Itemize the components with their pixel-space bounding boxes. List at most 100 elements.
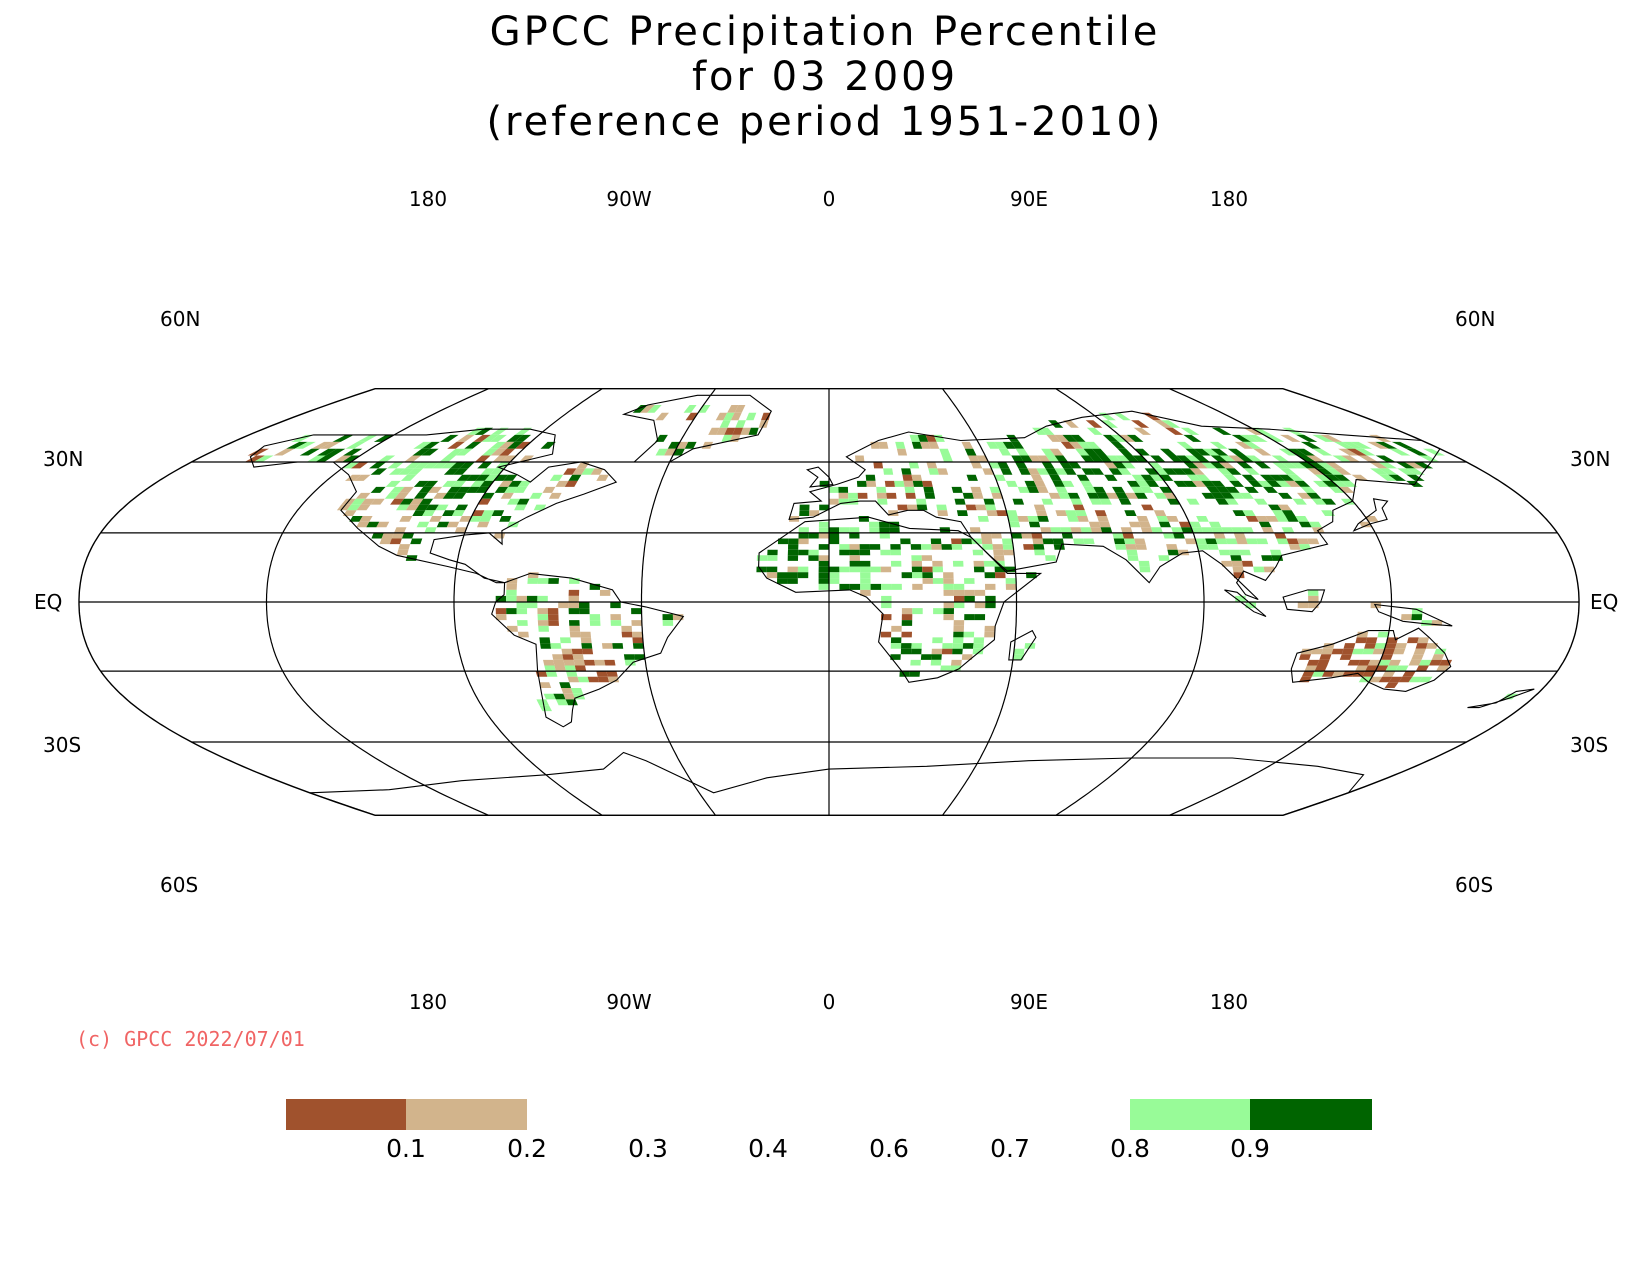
data-cell-wet xyxy=(1279,468,1297,475)
data-cell-very-wet xyxy=(1059,462,1073,469)
data-cell-wet xyxy=(1186,474,1202,481)
data-cell-dry xyxy=(1005,583,1017,590)
data-cell-dry xyxy=(1321,648,1334,655)
lon-label-top-0: 0 xyxy=(823,187,836,211)
data-cell-very-dry xyxy=(941,648,953,655)
data-cell-dry xyxy=(543,659,555,666)
data-cell-wet xyxy=(1115,455,1131,462)
meridian-line xyxy=(265,388,489,816)
data-cell-very-wet xyxy=(917,434,929,442)
data-cell-wet xyxy=(983,560,995,567)
data-cell-wet xyxy=(1316,462,1334,469)
data-cell-dry xyxy=(943,578,954,584)
data-cell-dry xyxy=(563,693,576,700)
data-cell-very-wet xyxy=(1269,474,1286,481)
data-cell-wet xyxy=(1126,549,1138,556)
data-cell-wet xyxy=(928,468,939,475)
data-cell-very-wet xyxy=(421,441,440,449)
data-cell-wet xyxy=(1250,427,1272,435)
data-cell-wet xyxy=(424,527,437,533)
map-title-line-1: GPCC Precipitation Percentile xyxy=(490,9,1161,55)
data-cell-very-wet xyxy=(413,480,429,487)
data-cell-very-wet xyxy=(951,486,963,493)
data-cell-wet xyxy=(1280,462,1298,469)
data-cell-dry xyxy=(345,474,362,481)
data-cell-very-wet xyxy=(1011,455,1024,462)
data-cell-very-wet xyxy=(1185,448,1203,456)
data-cell-wet xyxy=(1099,498,1112,505)
data-cell-dry xyxy=(809,510,820,516)
data-cell-wet xyxy=(1041,498,1054,505)
data-cell-very-wet xyxy=(634,654,646,660)
data-cell-very-wet xyxy=(1395,462,1416,469)
data-cell-very-wet xyxy=(838,486,849,493)
data-cell-dry xyxy=(982,468,994,475)
data-cell-wet xyxy=(1083,538,1095,545)
data-cell-very-wet xyxy=(399,498,414,505)
data-cell-wet xyxy=(506,595,517,602)
data-cell-wet xyxy=(1300,486,1317,493)
data-cell-wet xyxy=(698,405,711,413)
data-cell-very-wet xyxy=(506,434,523,442)
data-cell-dry xyxy=(953,620,965,626)
data-cell-wet xyxy=(942,643,953,649)
data-cell-dry xyxy=(1253,448,1272,456)
data-cell-very-wet xyxy=(1182,480,1197,487)
data-cell-wet xyxy=(881,583,892,590)
data-cell-very-dry xyxy=(1384,682,1399,688)
data-cell-very-wet xyxy=(984,572,996,579)
data-cell-very-dry xyxy=(880,631,892,638)
data-cell-wet xyxy=(910,659,921,666)
data-cell-very-wet xyxy=(325,448,346,456)
data-cell-wet xyxy=(1352,648,1365,655)
data-cell-wet xyxy=(880,549,891,556)
data-cell-wet xyxy=(1112,412,1131,421)
data-cell-wet xyxy=(1034,549,1046,556)
data-cell-dry xyxy=(429,516,443,522)
data-cell-dry xyxy=(1338,448,1359,456)
data-cell-very-wet xyxy=(514,434,532,442)
data-cell-wet xyxy=(550,643,562,649)
data-cell-very-dry xyxy=(1407,637,1419,644)
data-cell-dry xyxy=(1103,462,1118,469)
data-cell-dry xyxy=(715,412,728,421)
data-cell-dry xyxy=(563,659,575,666)
data-cell-wet xyxy=(860,572,871,579)
data-cell-wet xyxy=(1050,527,1062,533)
data-cell-dry xyxy=(1334,468,1352,475)
data-cell-dry xyxy=(951,659,962,666)
data-cell-wet xyxy=(513,486,528,493)
data-cell-wet xyxy=(1271,462,1289,469)
data-cell-wet xyxy=(439,455,456,462)
data-cell-very-wet xyxy=(1098,455,1113,462)
data-cell-wet xyxy=(413,441,432,449)
data-cell-dry xyxy=(1033,480,1046,487)
data-cell-wet xyxy=(1216,468,1233,475)
data-cell-very-wet xyxy=(559,682,571,688)
data-cell-wet xyxy=(1195,474,1211,481)
data-cell-wet xyxy=(1224,498,1239,505)
data-cell-very-wet xyxy=(901,572,913,579)
data-cell-very-dry xyxy=(548,620,559,626)
data-cell-very-wet xyxy=(1375,441,1398,449)
data-cell-very-wet xyxy=(859,544,870,550)
data-cell-wet xyxy=(818,583,829,590)
data-cell-very-wet xyxy=(464,441,482,449)
data-cell-wet xyxy=(377,455,396,462)
data-cell-dry xyxy=(1408,659,1422,666)
data-cell-wet xyxy=(1287,474,1304,481)
data-cell-wet xyxy=(1127,555,1139,561)
data-cell-wet xyxy=(1015,448,1029,456)
data-cell-dry xyxy=(561,648,573,655)
data-cell-very-dry xyxy=(389,538,402,545)
data-cell-dry xyxy=(961,441,974,449)
data-cell-wet xyxy=(860,566,871,573)
data-cell-dry xyxy=(610,614,621,621)
data-cell-very-wet xyxy=(1296,434,1318,442)
data-cell-very-wet xyxy=(797,572,809,579)
data-cell-very-wet xyxy=(953,631,964,638)
data-cell-dry xyxy=(370,498,385,505)
data-cell-very-wet xyxy=(1281,510,1296,516)
data-cell-very-wet xyxy=(985,602,996,609)
